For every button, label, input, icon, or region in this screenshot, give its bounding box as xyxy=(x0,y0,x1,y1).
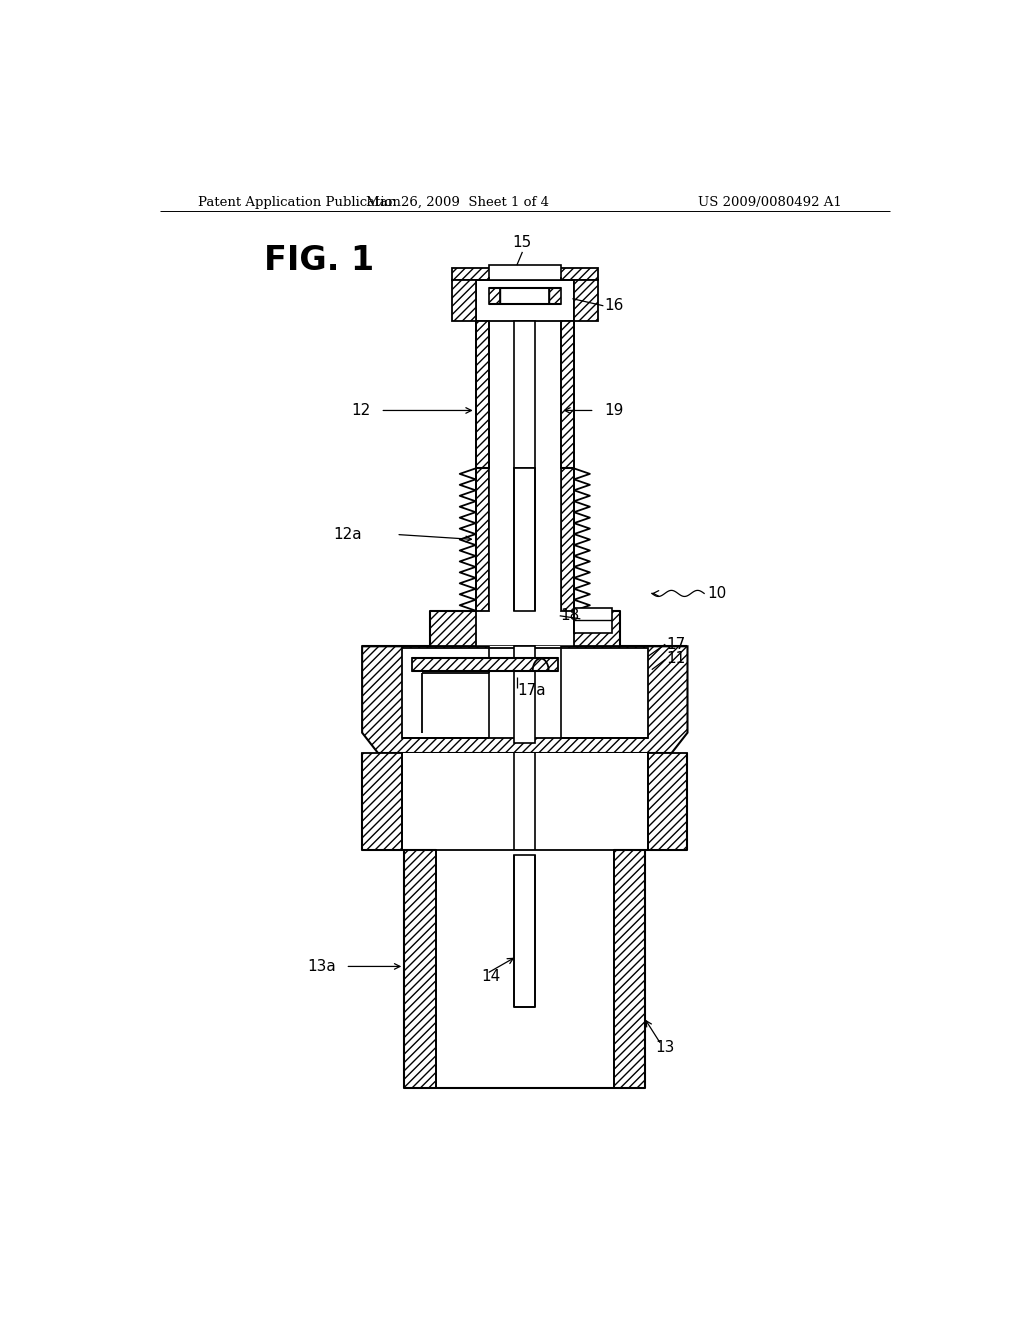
Text: Mar. 26, 2009  Sheet 1 of 4: Mar. 26, 2009 Sheet 1 of 4 xyxy=(366,195,549,209)
Bar xyxy=(514,647,536,743)
Text: 17a: 17a xyxy=(517,684,546,698)
Text: 19: 19 xyxy=(604,403,624,418)
Bar xyxy=(514,469,536,611)
Bar xyxy=(475,321,489,469)
Text: 18: 18 xyxy=(560,609,580,623)
Bar xyxy=(514,752,536,850)
Bar xyxy=(500,289,550,304)
Text: 14: 14 xyxy=(481,969,501,985)
Bar xyxy=(452,280,475,321)
Bar xyxy=(401,752,648,850)
Bar xyxy=(489,321,560,469)
Bar xyxy=(475,469,489,611)
Bar xyxy=(560,321,574,469)
Bar xyxy=(475,280,574,321)
Text: 13a: 13a xyxy=(307,958,336,974)
Bar xyxy=(489,289,500,304)
Bar xyxy=(362,752,401,850)
Bar xyxy=(401,648,648,738)
Bar xyxy=(489,469,560,611)
Text: 15: 15 xyxy=(513,235,532,249)
Bar xyxy=(452,268,598,280)
Bar xyxy=(489,265,560,280)
Polygon shape xyxy=(362,647,687,752)
Bar xyxy=(550,289,560,304)
Bar xyxy=(613,850,645,1089)
Bar xyxy=(489,647,560,738)
Text: Patent Application Publication: Patent Application Publication xyxy=(198,195,400,209)
Text: 16: 16 xyxy=(604,298,624,313)
Bar xyxy=(430,611,475,647)
Bar xyxy=(574,607,612,634)
Bar xyxy=(574,611,621,647)
Text: 11: 11 xyxy=(666,651,685,667)
Bar xyxy=(412,659,558,671)
Text: 10: 10 xyxy=(708,586,727,601)
Bar xyxy=(560,469,574,611)
Bar xyxy=(514,854,536,1007)
Text: US 2009/0080492 A1: US 2009/0080492 A1 xyxy=(698,195,842,209)
Text: 12a: 12a xyxy=(334,527,362,543)
Bar xyxy=(514,321,536,469)
Bar xyxy=(404,850,436,1089)
Text: 12: 12 xyxy=(351,403,371,418)
Bar xyxy=(574,280,598,321)
Text: 17: 17 xyxy=(666,636,685,652)
Bar xyxy=(436,850,613,1089)
Text: 13: 13 xyxy=(655,1040,675,1055)
Bar xyxy=(648,752,687,850)
Text: FIG. 1: FIG. 1 xyxy=(264,244,375,277)
